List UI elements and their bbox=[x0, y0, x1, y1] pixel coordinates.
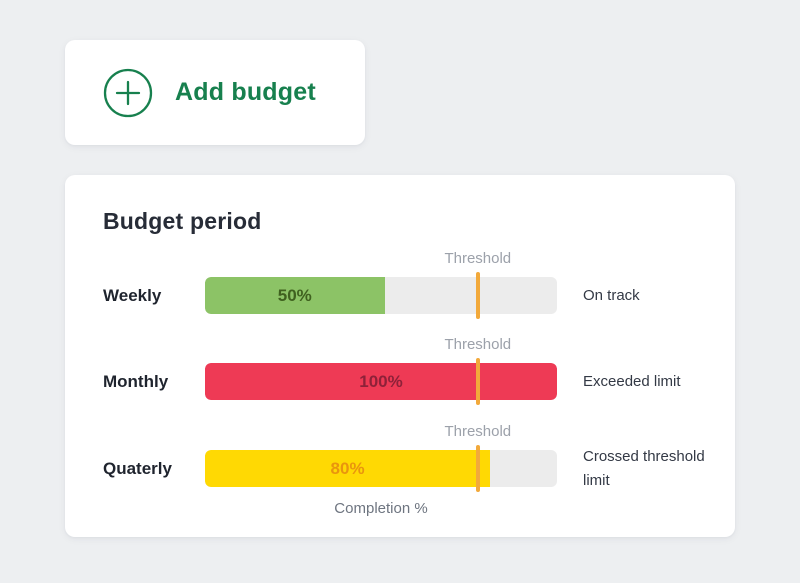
budget-row-quaterly: Quaterly 80% Threshold Crossed threshold… bbox=[65, 423, 735, 492]
period-label: Weekly bbox=[103, 286, 162, 305]
status-label: Exceeded limit bbox=[583, 372, 681, 390]
status-label: Crossed threshold limit bbox=[583, 448, 705, 489]
period-label: Monthly bbox=[103, 372, 169, 391]
threshold-marker bbox=[475, 358, 480, 405]
bar-value: 50% bbox=[277, 285, 312, 305]
budget-period-card: Budget period Weekly 50% Threshold On tr… bbox=[65, 175, 735, 537]
status-label: On track bbox=[583, 286, 640, 304]
budget-row-monthly: Monthly 100% Threshold Exceeded limit bbox=[65, 336, 735, 405]
threshold-label: Threshold bbox=[444, 250, 512, 267]
add-budget-button[interactable]: Add budget bbox=[65, 40, 365, 145]
period-label: Quaterly bbox=[103, 459, 172, 478]
budget-row-weekly: Weekly 50% Threshold On track bbox=[65, 250, 735, 319]
progress-bar-track: 80% bbox=[205, 450, 557, 487]
add-budget-label: Add budget bbox=[175, 78, 316, 106]
threshold-label: Threshold bbox=[444, 423, 512, 440]
bar-value: 100% bbox=[359, 371, 403, 391]
plus-circle-icon bbox=[103, 68, 153, 117]
threshold-marker bbox=[475, 272, 480, 319]
threshold-label: Threshold bbox=[444, 336, 512, 353]
bar-fill: 80% bbox=[205, 450, 491, 487]
progress-bar-track: 100% bbox=[205, 363, 557, 400]
threshold-marker bbox=[475, 445, 480, 492]
card-title: Budget period bbox=[103, 208, 262, 234]
bar-fill: 50% bbox=[205, 277, 385, 314]
progress-bar-track: 50% bbox=[205, 277, 557, 314]
bar-value: 80% bbox=[330, 458, 365, 478]
completion-axis-label: Completion % bbox=[334, 500, 428, 517]
bar-fill: 100% bbox=[205, 363, 557, 400]
